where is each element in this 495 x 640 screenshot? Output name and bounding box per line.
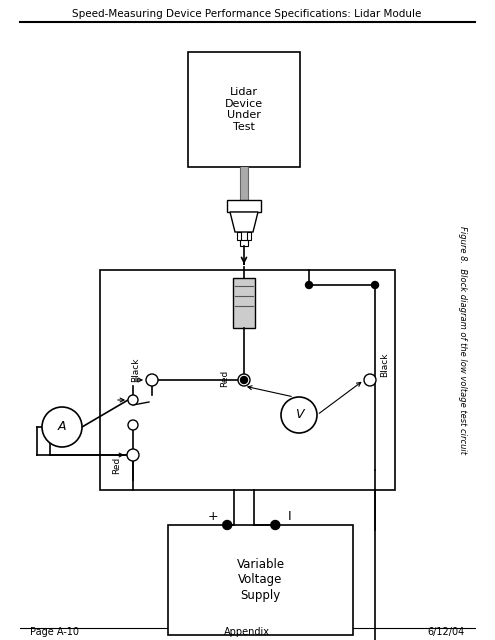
Circle shape xyxy=(271,520,280,529)
Text: Red: Red xyxy=(220,369,229,387)
Text: V: V xyxy=(295,408,303,422)
Circle shape xyxy=(223,520,232,529)
Bar xyxy=(100,270,395,490)
Polygon shape xyxy=(230,212,258,232)
Text: Black: Black xyxy=(380,353,389,377)
Circle shape xyxy=(128,420,138,430)
Text: A: A xyxy=(58,420,66,433)
Text: Appendix: Appendix xyxy=(224,627,270,637)
Text: Speed-Measuring Device Performance Specifications: Lidar Module: Speed-Measuring Device Performance Speci… xyxy=(72,9,422,19)
Circle shape xyxy=(42,407,82,447)
Text: Lidar
Device
Under
Test: Lidar Device Under Test xyxy=(225,87,263,132)
Bar xyxy=(227,200,261,212)
Circle shape xyxy=(305,282,312,289)
Bar xyxy=(240,167,248,200)
Text: Black: Black xyxy=(131,358,140,382)
Bar xyxy=(168,525,353,635)
Text: Variable
Voltage
Supply: Variable Voltage Supply xyxy=(237,559,285,602)
Circle shape xyxy=(146,374,158,386)
Circle shape xyxy=(238,374,250,386)
Circle shape xyxy=(127,449,139,461)
Bar xyxy=(233,278,255,328)
Text: Figure 8.  Block diagram of the low voltage test circuit: Figure 8. Block diagram of the low volta… xyxy=(457,226,466,454)
Text: 6/12/04: 6/12/04 xyxy=(428,627,465,637)
Bar xyxy=(240,240,248,246)
Bar xyxy=(237,232,241,240)
Circle shape xyxy=(241,376,248,383)
Text: Page A-10: Page A-10 xyxy=(30,627,79,637)
Bar xyxy=(188,52,300,167)
Bar xyxy=(247,232,251,240)
Text: I: I xyxy=(288,511,291,524)
Circle shape xyxy=(372,282,379,289)
Circle shape xyxy=(364,374,376,386)
Text: +: + xyxy=(208,511,218,524)
Circle shape xyxy=(128,395,138,405)
Text: Red: Red xyxy=(112,456,121,474)
Circle shape xyxy=(281,397,317,433)
